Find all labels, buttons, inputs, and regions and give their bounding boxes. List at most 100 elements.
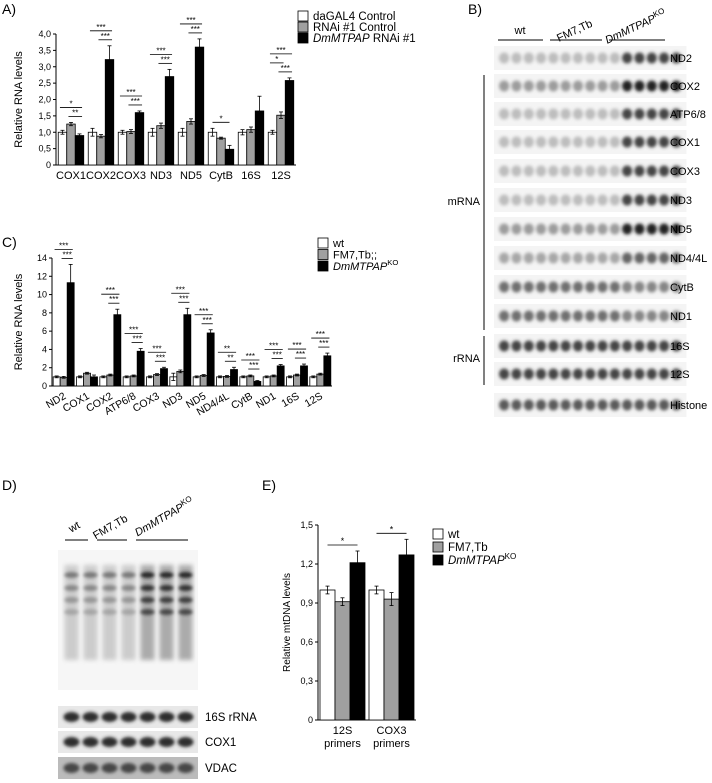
legend-label-suffix: KO bbox=[505, 552, 517, 561]
blot-band bbox=[511, 223, 522, 235]
blot-band bbox=[535, 108, 547, 120]
blot-band bbox=[609, 80, 621, 92]
ko-label-italic: DmMTPAP bbox=[133, 501, 186, 539]
bar bbox=[126, 131, 136, 166]
blot-band bbox=[646, 136, 657, 148]
blot-smear-band bbox=[159, 609, 174, 615]
significance-mark: *** bbox=[156, 46, 165, 55]
legend-label-suffix: RNAi #1 bbox=[370, 33, 416, 45]
blot-band bbox=[658, 252, 670, 264]
y-tick-label: 10 bbox=[37, 290, 47, 300]
blot-band bbox=[498, 194, 510, 206]
blot-band bbox=[585, 136, 596, 148]
y-tick-label: 8 bbox=[42, 308, 47, 318]
blot-row-label: 12S bbox=[670, 369, 690, 381]
blot-band bbox=[597, 80, 608, 92]
legend-swatch bbox=[297, 21, 309, 33]
blot-band bbox=[560, 165, 571, 177]
blot-band bbox=[498, 108, 510, 120]
blot-band bbox=[572, 108, 584, 120]
blot-band bbox=[523, 136, 534, 148]
blot-band bbox=[560, 136, 571, 148]
lane-group-label: wt bbox=[514, 25, 526, 37]
legend-label: daGAL4 Control bbox=[313, 11, 395, 23]
y-tick-label: 6 bbox=[42, 326, 47, 336]
blot-band bbox=[585, 310, 596, 322]
blot-band bbox=[158, 763, 175, 773]
northern-blot-d: wt FM7,Tb DmMTPAPKO 16S rRNA COX1 VDAC bbox=[58, 494, 257, 779]
blot-band bbox=[560, 281, 571, 293]
section-label: rRNA bbox=[453, 353, 481, 365]
blot-band bbox=[646, 194, 657, 206]
y-tick-label: 14 bbox=[37, 253, 47, 263]
blot-band bbox=[621, 340, 633, 352]
legend-swatch bbox=[432, 541, 444, 553]
blot-band bbox=[646, 281, 657, 293]
blot-band bbox=[585, 108, 596, 120]
blot-band bbox=[597, 165, 608, 177]
blot-band bbox=[498, 310, 510, 322]
blot-band bbox=[671, 108, 682, 120]
significance-mark: *** bbox=[96, 23, 105, 32]
bar bbox=[176, 370, 185, 387]
blot-band bbox=[535, 52, 547, 64]
x-tick-label: COX3 bbox=[377, 725, 407, 737]
x-tick-label: 12S bbox=[303, 390, 325, 410]
blot-smear-band bbox=[159, 572, 174, 578]
blot-band bbox=[609, 281, 621, 293]
blot-row-label: ND4/4L bbox=[670, 253, 707, 265]
blot-band bbox=[609, 52, 621, 64]
blot-smear-band bbox=[178, 585, 193, 591]
bar bbox=[104, 59, 115, 166]
bar bbox=[134, 112, 145, 166]
blot-band bbox=[560, 368, 571, 380]
bar bbox=[194, 46, 205, 166]
x-tick-label: COX2 bbox=[86, 170, 116, 182]
x-tick-label: ND3 bbox=[150, 170, 172, 182]
bar bbox=[74, 135, 85, 166]
blot-band bbox=[634, 252, 645, 264]
blot-smear-band bbox=[102, 585, 117, 591]
blot-band bbox=[572, 80, 584, 92]
blot-band bbox=[511, 136, 522, 148]
blot-band bbox=[535, 165, 547, 177]
y-tick-label: 2,0 bbox=[38, 95, 51, 105]
blot-band bbox=[572, 223, 584, 235]
y-tick-label: 2 bbox=[42, 363, 47, 373]
blot-band bbox=[511, 281, 522, 293]
blot-band bbox=[609, 165, 621, 177]
significance-mark: *** bbox=[199, 307, 208, 316]
significance-mark: *** bbox=[191, 25, 200, 34]
significance-mark: *** bbox=[202, 316, 211, 325]
blot-smear-band bbox=[140, 572, 155, 578]
blot-band bbox=[523, 368, 534, 380]
bar bbox=[117, 131, 128, 166]
x-tick-label: COX3 bbox=[116, 170, 146, 182]
blot-band bbox=[120, 712, 137, 722]
blot-row-label: ND5 bbox=[670, 224, 692, 236]
blot-band bbox=[609, 223, 621, 235]
significance-mark: *** bbox=[131, 97, 140, 106]
section-label: mRNA bbox=[448, 196, 481, 208]
blot-band bbox=[671, 223, 682, 235]
panel-label-b: B) bbox=[468, 1, 482, 17]
significance-mark: *** bbox=[109, 295, 118, 304]
blot-band bbox=[634, 340, 645, 352]
bar bbox=[199, 375, 208, 387]
significance-mark: * bbox=[390, 524, 394, 534]
bar bbox=[87, 131, 98, 166]
blot-band bbox=[671, 136, 682, 148]
blot-band bbox=[511, 310, 522, 322]
blot-band bbox=[498, 368, 510, 380]
y-tick-label: 0 bbox=[46, 160, 51, 170]
blot-band bbox=[597, 136, 608, 148]
blot-band bbox=[548, 52, 559, 64]
significance-mark: *** bbox=[101, 32, 110, 41]
blot-band bbox=[585, 340, 596, 352]
blot-band bbox=[634, 310, 645, 322]
bar bbox=[267, 131, 278, 166]
x-tick-label: primers bbox=[373, 738, 410, 750]
significance-mark: *** bbox=[62, 250, 71, 259]
x-tick-label: 12S bbox=[333, 725, 353, 737]
blot-band bbox=[158, 712, 175, 722]
